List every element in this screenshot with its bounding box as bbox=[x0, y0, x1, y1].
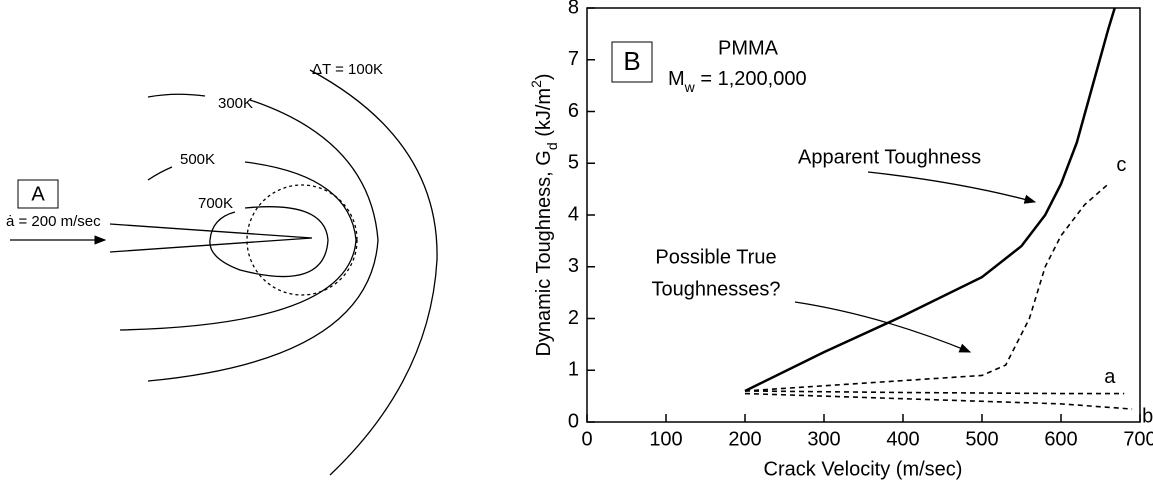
annotation: Possible True bbox=[655, 246, 776, 268]
x-axis-label: Crack Velocity (m/sec) bbox=[764, 458, 963, 480]
y-tick-label: 1 bbox=[568, 359, 579, 381]
annotation: Toughnesses? bbox=[652, 278, 781, 300]
y-axis-label: Dynamic Toughness, Gd (kJ/m2) bbox=[528, 73, 560, 356]
y-tick-label: 8 bbox=[568, 0, 579, 18]
y-tick-label: 6 bbox=[568, 100, 579, 122]
annotation: M bbox=[668, 68, 685, 90]
series-line bbox=[745, 184, 1108, 391]
y-tick-label: 2 bbox=[568, 307, 579, 329]
annotation: Apparent Toughness bbox=[798, 146, 981, 168]
x-tick-label: 700 bbox=[1123, 428, 1153, 450]
contour-label: 700K bbox=[198, 195, 233, 212]
arrow bbox=[868, 172, 1035, 202]
contour bbox=[120, 162, 356, 330]
velocity-label: ȧ = 200 m/sec bbox=[6, 213, 101, 230]
annotation: = 1,200,000 bbox=[695, 68, 807, 90]
series-line bbox=[745, 391, 1124, 394]
y-axis-label: d bbox=[544, 142, 560, 150]
series-label: b bbox=[1142, 405, 1153, 427]
panel-b: B PMMA Mw = 1,200,000 Apparent Toughness… bbox=[528, 37, 1035, 480]
contour-label: ΔT = 100K bbox=[312, 61, 383, 78]
contour-label: 500K bbox=[180, 151, 215, 168]
x-tick-label: 200 bbox=[728, 428, 761, 450]
annotation: PMMA bbox=[718, 37, 779, 59]
panel-a: A 300K 500K 700K ΔT = 100K ȧ = 200 m/sec bbox=[6, 61, 437, 475]
y-tick-label: 4 bbox=[568, 203, 579, 225]
y-axis-label: ) bbox=[533, 73, 555, 80]
series-line bbox=[745, 394, 1132, 410]
y-tick-label: 0 bbox=[568, 410, 579, 432]
x-tick-label: 300 bbox=[807, 428, 840, 450]
y-tick-label: 7 bbox=[568, 48, 579, 70]
y-axis-label: Dynamic Toughness, G bbox=[533, 150, 555, 356]
figure: A 300K 500K 700K ΔT = 100K ȧ = 200 m/sec… bbox=[0, 0, 1153, 486]
contour bbox=[310, 70, 437, 475]
series-label: c bbox=[1116, 154, 1126, 176]
arrow bbox=[795, 302, 970, 352]
series-line bbox=[745, 8, 1115, 391]
x-tick-label: 500 bbox=[965, 428, 998, 450]
x-tick-label: 600 bbox=[1044, 428, 1077, 450]
zone-circle bbox=[247, 185, 357, 295]
y-tick-label: 5 bbox=[568, 152, 579, 174]
y-axis-label: (kJ/m bbox=[533, 88, 555, 142]
x-tick-label: 400 bbox=[886, 428, 919, 450]
x-tick-label: 0 bbox=[581, 428, 592, 450]
panel-label: B bbox=[623, 46, 640, 76]
panel-label: A bbox=[31, 183, 45, 205]
y-tick-label: 3 bbox=[568, 255, 579, 277]
contour bbox=[148, 94, 378, 381]
x-tick-label: 100 bbox=[649, 428, 682, 450]
contour-label: 300K bbox=[218, 95, 253, 112]
series-label: a bbox=[1104, 366, 1116, 388]
y-axis-label: 2 bbox=[528, 80, 544, 88]
annotation: Mw = 1,200,000 bbox=[668, 68, 807, 94]
